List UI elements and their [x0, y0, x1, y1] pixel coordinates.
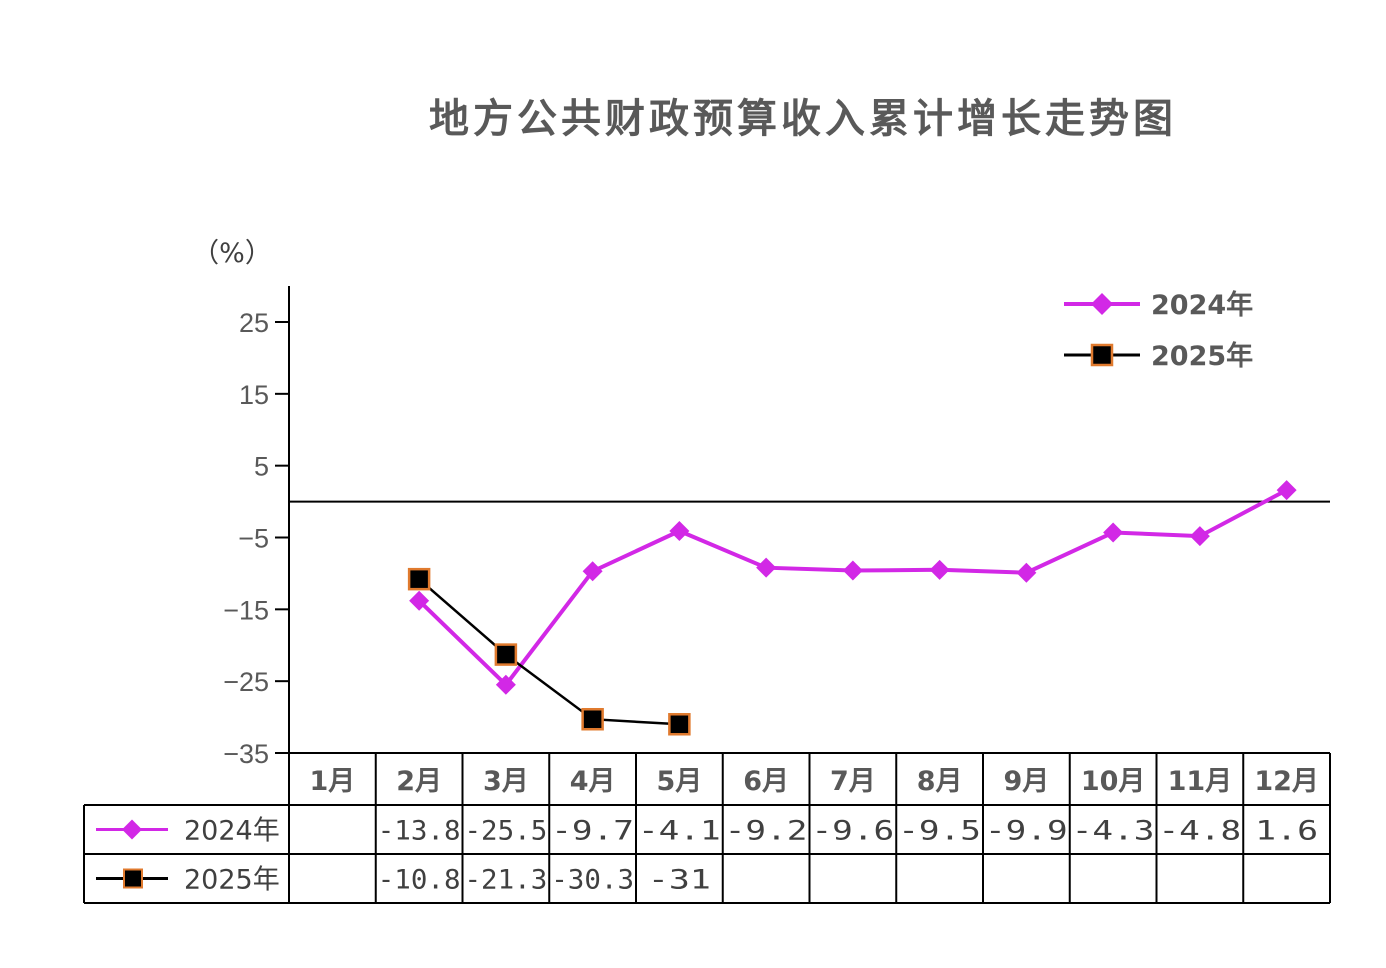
data-point-diamond — [1016, 562, 1037, 583]
x-tick-label: 12月 — [1254, 766, 1319, 797]
data-point-diamond — [1276, 480, 1297, 501]
table-key-diamond-marker — [122, 819, 142, 840]
x-tick-label: 8月 — [917, 766, 963, 797]
table-cell: -4.3 — [1072, 816, 1155, 847]
y-tick-label: 5 — [254, 452, 269, 482]
y-tick-labels: 25 15 5 −5 −15 −25 −35 — [223, 308, 269, 769]
table-cell: -9.9 — [985, 816, 1068, 847]
data-point-square — [407, 567, 431, 591]
x-tick-label: 5月 — [656, 766, 702, 797]
data-point-diamond — [669, 521, 690, 542]
y-axis-unit: （%） — [192, 238, 272, 269]
legend-label: 2024年 — [1151, 289, 1253, 321]
x-tick-label: 7月 — [830, 766, 876, 797]
data-point-square — [581, 707, 604, 731]
legend-diamond-marker — [1091, 293, 1113, 315]
data-point-diamond — [1189, 526, 1210, 547]
series-line-2025年 — [418, 578, 680, 726]
table-row-label: 2024年 — [184, 816, 280, 847]
data-point-diamond — [409, 590, 430, 611]
y-tick-label: −5 — [238, 524, 269, 554]
legend-square-marker — [1090, 343, 1114, 367]
table-cell: -4.8 — [1159, 816, 1242, 847]
axes — [275, 286, 1330, 754]
table-cell: -13.8 — [378, 816, 461, 847]
data-point-square — [494, 643, 518, 666]
x-tick-label: 1月 — [309, 766, 355, 797]
data-point-diamond — [842, 560, 863, 581]
data-point-square — [668, 713, 691, 736]
table-key-square-marker — [123, 868, 143, 889]
data-point-diamond — [1103, 522, 1124, 543]
y-tick-label: 25 — [239, 308, 269, 338]
data-point-diamond — [495, 674, 516, 695]
x-tick-label: 3月 — [483, 766, 529, 797]
table-cell: -9.6 — [812, 816, 895, 847]
y-tick-label: −25 — [223, 667, 269, 697]
data-point-diamond — [756, 557, 777, 578]
x-tick-label: 4月 — [570, 766, 616, 797]
series-line-2024年 — [417, 488, 1288, 688]
x-tick-label: 9月 — [1003, 766, 1049, 797]
table-cell: -25.5 — [465, 816, 548, 847]
x-tick-label: 11月 — [1168, 766, 1233, 797]
table-cell: -9.7 — [551, 816, 634, 847]
table-cell: -31 — [648, 865, 711, 896]
y-tick-label: 15 — [239, 380, 269, 410]
table-cell: -30.3 — [551, 865, 634, 896]
chart-title: 地方公共财政预算收入累计增长走势图 — [429, 96, 1177, 142]
table-cell: -10.8 — [378, 865, 461, 896]
table-row-label: 2025年 — [184, 865, 280, 896]
legend: 2024年 2025年 — [1064, 289, 1253, 372]
x-tick-label: 10月 — [1081, 766, 1146, 797]
legend-label: 2025年 — [1151, 340, 1253, 372]
table-cell: -4.1 — [638, 816, 721, 847]
data-point-diamond — [582, 561, 603, 582]
table-cell: -21.3 — [465, 865, 548, 896]
x-tick-label: 6月 — [743, 766, 789, 797]
y-tick-label: −15 — [223, 595, 269, 625]
y-tick-label: −35 — [223, 739, 269, 769]
data-point-diamond — [929, 559, 950, 580]
table-cell: -9.2 — [725, 816, 808, 847]
table-cell: -9.5 — [898, 816, 981, 847]
table-cell: 1.6 — [1255, 816, 1318, 847]
x-tick-label: 2月 — [396, 766, 442, 797]
series-lines — [407, 480, 1297, 736]
data-table: 1月 2月 3月 4月 5月 6月 7月 8月 9月 10月 11月 12月 2024年 -13.8 -25… — [83, 752, 1331, 904]
